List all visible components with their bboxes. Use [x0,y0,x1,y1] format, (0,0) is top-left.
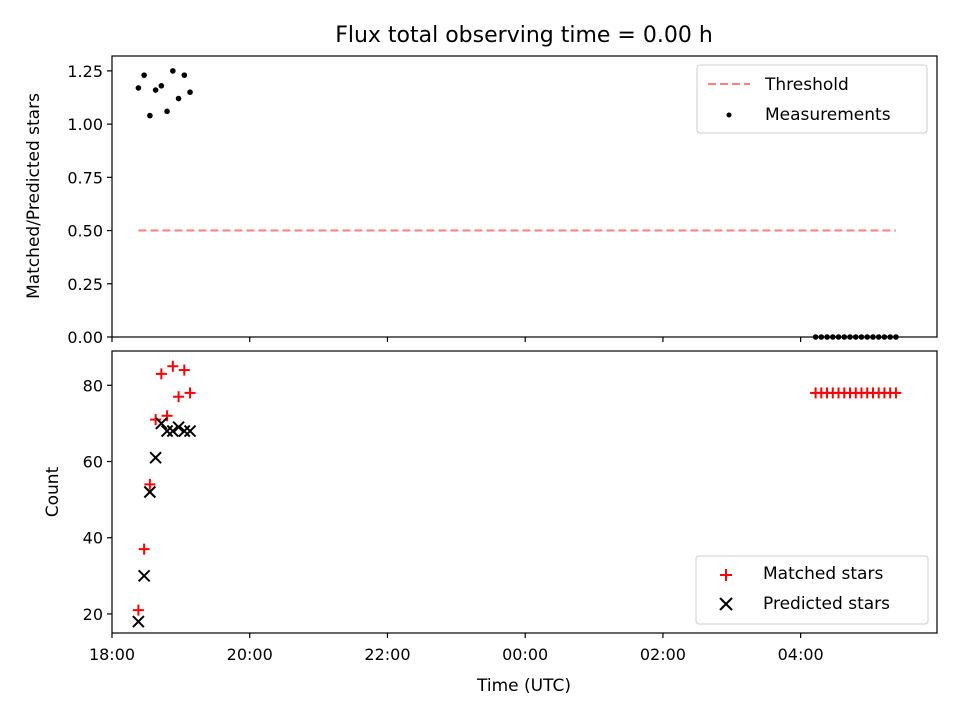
predicted-star-stroke-b [137,569,151,583]
top-y-tick-label: 1.25 [67,62,103,81]
top-y-tick-label: 0.00 [67,328,103,347]
measurement-point [135,85,142,91]
bottom-plot-area [132,360,902,628]
bottom-panel: Count Time (UTC) Matched stars Predicted… [43,350,938,696]
measurement-point [175,95,182,102]
matched-star-point [178,364,190,376]
legend-threshold-label: Threshold [764,75,849,95]
chart-title: Flux total observing time = 0.00 h [335,23,713,48]
matched-star-point [132,604,144,616]
matched-star-point [167,360,179,372]
matched-star-point [890,387,902,399]
predicted-star-point [183,424,197,438]
predicted-star-stroke-b [149,451,162,464]
legend-predicted-label: Predicted stars [763,594,890,614]
matched-star-point [155,368,167,380]
predicted-star-point [137,569,151,583]
x-axis-label: Time (UTC) [476,676,571,696]
predicted-star-stroke-b [155,417,168,430]
predicted-star-stroke-b [160,424,174,438]
predicted-star-stroke-b [166,424,180,438]
x-tick-label: 18:00 [89,645,135,664]
top-axes-frame [111,55,938,338]
top-y-tick-label: 0.75 [67,168,103,187]
measurement-point [181,72,188,78]
legend-predicted-swatch [719,597,733,611]
x-tick-label: 00:00 [502,645,548,664]
top-y-tick-label: 0.25 [67,275,103,294]
measurement-point [152,87,159,93]
bottom-legend: Matched stars Predicted stars [695,555,929,625]
x-tick-label: 02:00 [640,645,686,664]
predicted-star-point [143,485,157,499]
predicted-star-stroke-b [178,424,191,438]
bottom-y-tick-label: 40 [83,529,103,548]
predicted-star-point [160,424,174,438]
matched-star-point [138,543,150,555]
predicted-star-stroke-b [132,615,145,628]
matched-star-point [144,478,156,490]
matched-star-point [150,414,162,426]
top-y-tick-label: 0.50 [67,222,103,241]
top-legend-box [696,64,928,134]
predicted-star-stroke-b [183,424,197,438]
matched-star-point [161,410,173,422]
predicted-star-point [132,615,145,628]
x-tick-label: 22:00 [364,645,410,664]
matched-star-point [184,387,196,399]
bottom-y-tick-label: 60 [83,453,103,472]
bottom-y-axis-label: Count [43,466,63,517]
matched-star-point [173,391,185,403]
legend-matched-swatch [720,569,732,581]
bottom-axes-frame [111,350,938,634]
top-y-axis-label: Matched/Predicted stars [24,93,44,299]
measurement-point [164,108,170,115]
top-legend: Threshold Measurements [696,64,928,134]
measurement-point [158,83,165,89]
legend-measurements-label: Measurements [765,105,891,125]
predicted-star-stroke-b [143,485,157,499]
legend-measurements-swatch [726,112,732,118]
top-plot-area [135,68,899,340]
axes-ticks: 18:00 20:00 22:00 00:00 02:00 04:00 0.00 0.25 0.… [67,62,823,664]
measurement-point [170,68,176,74]
predicted-star-stroke-b [172,421,185,434]
bottom-legend-box [695,555,929,625]
measurement-point [147,112,153,119]
predicted-star-point [178,424,191,438]
predicted-star-point [166,424,180,438]
predicted-star-point [149,451,162,464]
x-tick-label: 20:00 [227,645,273,664]
predicted-star-point [155,417,168,430]
legend-matched-label: Matched stars [763,564,883,584]
measurement-point [141,72,147,78]
top-y-tick-label: 1.00 [67,115,103,134]
predicted-star-point [172,421,185,434]
bottom-y-tick-label: 80 [83,376,103,395]
x-tick-label: 04:00 [778,645,824,664]
measurement-point [187,89,193,95]
top-panel: Matched/Predicted stars Threshold Measur… [24,55,938,340]
bottom-y-tick-label: 20 [83,605,103,624]
